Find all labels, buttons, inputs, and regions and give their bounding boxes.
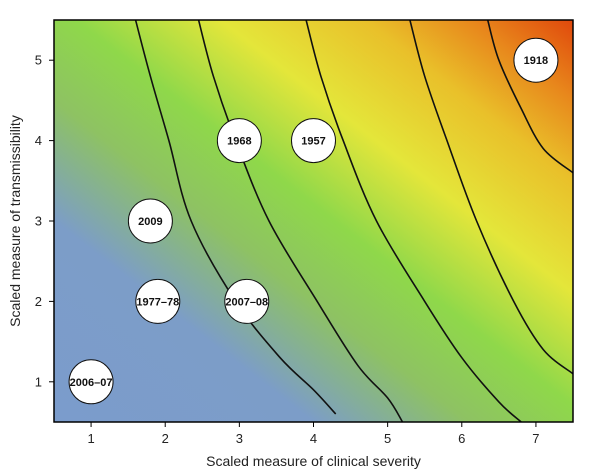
data-point: 1977–78 — [135, 278, 181, 324]
contour-line — [486, 20, 573, 174]
data-point-label: 1957 — [301, 136, 325, 148]
data-point-marker — [224, 278, 270, 324]
data-points: 1918 1968 1957 2009 1977–78 2007–08 2006–07 — [68, 37, 559, 405]
data-point: 1957 — [291, 118, 336, 164]
y-tick-label: 2 — [35, 294, 42, 309]
y-axis: 1 2 3 4 5 — [35, 53, 54, 389]
data-point: 2006–07 — [68, 359, 114, 405]
data-point-label: 2007–08 — [225, 296, 268, 308]
data-point-marker — [68, 359, 114, 405]
x-tick-label: 2 — [162, 431, 169, 446]
x-tick-label: 4 — [310, 431, 317, 446]
x-axis-title: Scaled measure of clinical severity — [206, 453, 421, 469]
contour-lines — [134, 20, 573, 422]
data-point: 1968 — [216, 118, 262, 164]
data-point-marker — [135, 278, 181, 324]
data-point-marker — [216, 118, 262, 164]
contour-line — [134, 20, 337, 415]
x-tick-label: 1 — [87, 431, 94, 446]
data-point-label: 1968 — [227, 136, 251, 148]
data-point-label: 2006–07 — [70, 377, 113, 389]
y-tick-label: 3 — [35, 214, 42, 229]
data-point-label: 1918 — [524, 55, 548, 67]
contour-line — [409, 20, 573, 375]
data-point-marker — [513, 37, 559, 83]
x-tick-label: 3 — [236, 431, 243, 446]
y-tick-label: 4 — [35, 133, 42, 148]
data-point-marker — [127, 198, 173, 244]
contour-line — [197, 20, 404, 422]
x-tick-label: 7 — [532, 431, 539, 446]
y-tick-label: 5 — [35, 53, 42, 68]
data-point: 2009 — [127, 198, 173, 244]
x-axis: 1 2 3 4 5 6 7 — [87, 422, 540, 446]
y-tick-label: 1 — [35, 374, 42, 389]
data-point-marker — [291, 118, 336, 164]
contour-line — [305, 20, 522, 422]
data-point: 2007–08 — [224, 278, 270, 324]
y-axis-title: Scaled measure of transmissibility — [7, 115, 23, 327]
data-point-label: 2009 — [138, 216, 162, 228]
x-tick-label: 6 — [458, 431, 465, 446]
data-point-label: 1977–78 — [136, 296, 179, 308]
x-tick-label: 5 — [384, 431, 391, 446]
data-point: 1918 — [513, 37, 559, 83]
